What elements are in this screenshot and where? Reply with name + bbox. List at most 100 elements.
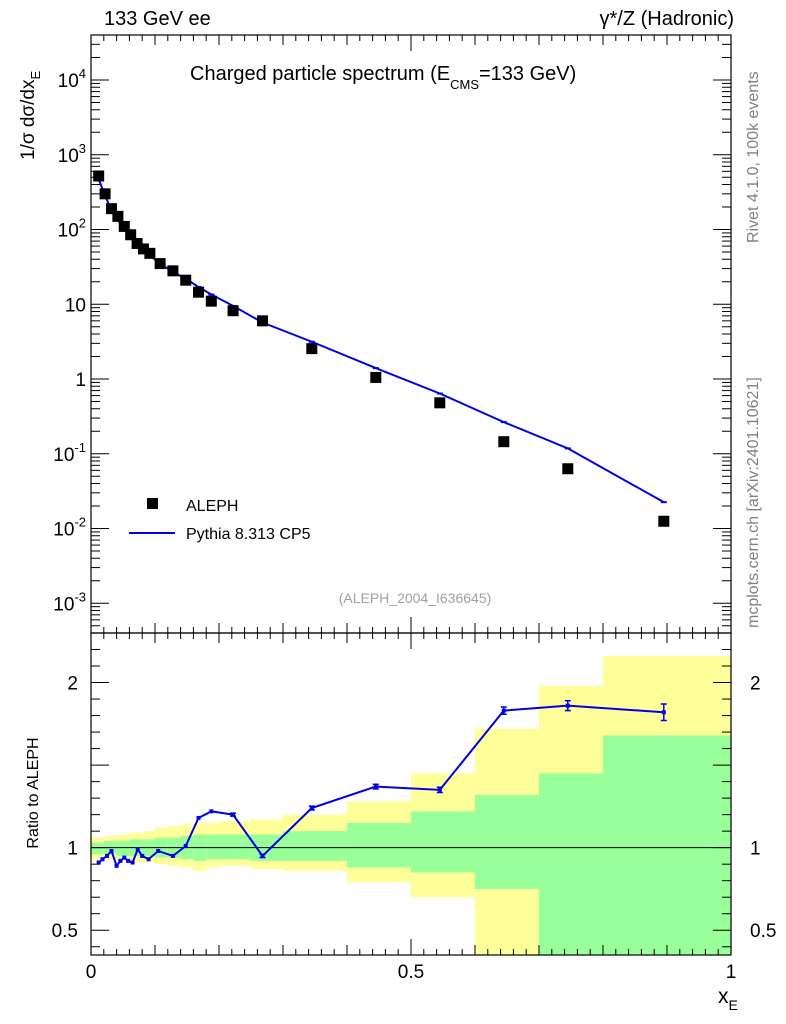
ratio-point xyxy=(100,857,105,862)
ratio-y-tick-label-left: 2 xyxy=(67,674,78,695)
y-tick-label: 10-2 xyxy=(53,515,86,541)
x-axis-label: xE xyxy=(718,985,738,1013)
data-point xyxy=(105,203,117,215)
y-tick-label-mantissa: 10 xyxy=(65,295,86,316)
ratio-y-tick-label-right: 2 xyxy=(750,674,761,695)
legend-mc-label: Pythia 8.313 CP5 xyxy=(186,526,311,543)
ratio-point xyxy=(437,787,442,792)
y-tick-label-exponent: 3 xyxy=(79,141,86,156)
ratio-y-tick-label-left: 0.5 xyxy=(52,921,78,942)
data-point xyxy=(205,295,217,307)
ratio-point xyxy=(170,853,175,858)
ratio-point xyxy=(126,858,131,863)
ratio-band-inner xyxy=(411,811,475,873)
data-point xyxy=(257,315,269,327)
main-title: Charged particle spectrum (ECMS=133 GeV) xyxy=(190,63,576,92)
ratio-point xyxy=(661,710,666,715)
header-right-label: γ*/Z (Hadronic) xyxy=(599,8,734,30)
ratio-point xyxy=(565,703,570,708)
data-point xyxy=(125,229,137,241)
y-tick-label: 10-1 xyxy=(53,440,86,466)
ratio-y-tick-label-right: 1 xyxy=(750,839,761,860)
ratio-point xyxy=(183,844,188,849)
y-tick-label: 104 xyxy=(58,66,86,92)
legend-data-marker xyxy=(147,498,158,509)
legend: ALEPH Pythia 8.313 CP5 xyxy=(129,498,311,543)
axis-ticks xyxy=(90,34,732,955)
y-tick-label-mantissa: 10 xyxy=(53,520,74,541)
ratio-point xyxy=(373,784,378,789)
mc-line xyxy=(97,178,665,504)
y-tick-label-mantissa: 10 xyxy=(58,71,79,92)
ratio-band-inner xyxy=(219,834,251,860)
data-point xyxy=(658,515,670,527)
data-point xyxy=(154,258,166,270)
ratio-y-tick-label-right: 0.5 xyxy=(750,921,776,942)
y-tick-label-mantissa: 10 xyxy=(58,146,79,167)
ratio-band-inner xyxy=(91,842,104,855)
y-tick-label-exponent: 2 xyxy=(79,216,86,231)
data-point xyxy=(112,210,124,222)
ratio-point xyxy=(96,860,101,865)
ratio-y-axis-label: Ratio to ALEPH xyxy=(25,737,42,848)
ratio-band-inner xyxy=(116,841,130,856)
header-left-label: 133 GeV ee xyxy=(104,8,211,30)
ratio-point xyxy=(156,848,161,853)
y-tick-label-exponent: -1 xyxy=(74,440,86,455)
y-tick-label: 1 xyxy=(75,370,86,391)
ratio-band-inner xyxy=(206,834,219,860)
data-point xyxy=(99,188,111,200)
y-tick-label-mantissa: 10 xyxy=(58,221,79,242)
y-tick-label: 102 xyxy=(58,216,86,242)
ratio-y-tick-label-left: 1 xyxy=(67,839,78,860)
ratio-point xyxy=(501,708,506,713)
data-point xyxy=(193,286,205,298)
ratio-band-inner xyxy=(539,773,603,955)
main-y-axis-label: 1/σ dσ/dxE xyxy=(18,71,43,161)
ratio-band-inner xyxy=(283,831,347,861)
main-title-tail: =133 GeV) xyxy=(479,63,576,85)
ratio-point xyxy=(130,860,135,865)
ratio-point xyxy=(140,853,145,858)
data-point xyxy=(167,265,179,277)
y-tick-label-exponent: -3 xyxy=(74,589,86,604)
data-point xyxy=(144,247,156,259)
main-title-sub: CMS xyxy=(450,77,479,92)
ratio-band-inner xyxy=(475,794,539,889)
data-point xyxy=(370,371,382,383)
ratio-point xyxy=(114,863,119,868)
y-tick-label-exponent: 4 xyxy=(79,66,86,81)
analysis-id-label: (ALEPH_2004_I636645) xyxy=(339,590,492,606)
data-point xyxy=(498,436,510,448)
y-tick-label-mantissa: 10 xyxy=(53,594,74,615)
data-point xyxy=(93,170,105,182)
ratio-point xyxy=(135,847,140,852)
y-tick-label: 10-3 xyxy=(53,589,86,615)
ratio-point xyxy=(109,848,114,853)
ratio-point xyxy=(309,806,314,811)
main-y-axis-label-sub: E xyxy=(28,71,43,80)
data-point xyxy=(227,305,239,317)
ratio-point xyxy=(122,855,127,860)
ratio-point xyxy=(231,812,236,817)
data-point xyxy=(306,343,318,355)
data-marks xyxy=(93,170,670,868)
ratio-point xyxy=(146,857,151,862)
ratio-band-inner xyxy=(347,822,411,868)
x-axis-label-sub: E xyxy=(729,997,738,1013)
ratio-band-inner xyxy=(603,735,731,955)
main-plot-frame xyxy=(90,34,732,634)
main-y-axis-label-text: 1/σ dσ/dx xyxy=(18,79,39,160)
ratio-point xyxy=(196,815,201,820)
y-tick-label-mantissa: 10 xyxy=(53,445,74,466)
side-label-mcplots: mcplots.cern.ch [arXiv:2401.10621] xyxy=(745,377,762,628)
y-tick-label: 103 xyxy=(58,141,86,167)
ratio-point xyxy=(105,853,109,858)
x-tick-label: 1 xyxy=(726,962,737,983)
x-tick-label: 0 xyxy=(86,962,97,983)
y-tick-label: 10 xyxy=(65,295,86,316)
side-label-rivet: Rivet 4.1.0, 100k events xyxy=(745,71,762,243)
y-tick-label-mantissa: 1 xyxy=(75,370,86,391)
